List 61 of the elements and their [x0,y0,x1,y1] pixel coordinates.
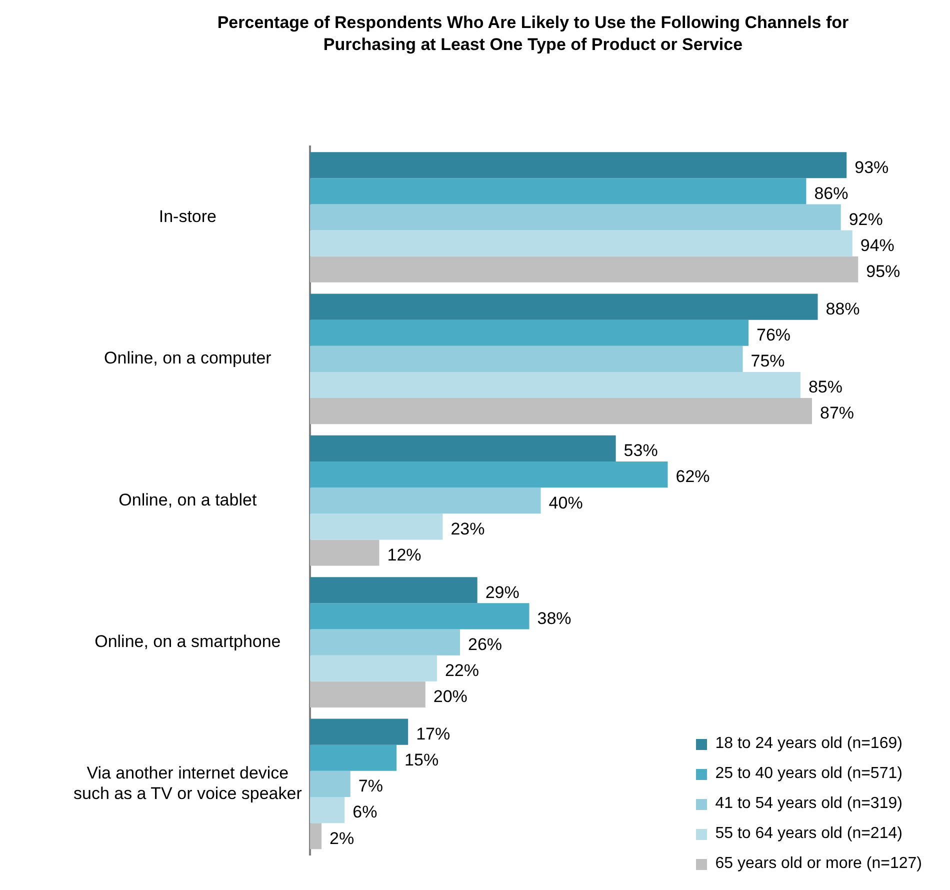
bar [310,152,847,178]
data-label: 38% [537,608,572,628]
bar [310,256,858,282]
bar [310,514,443,540]
y-tick-label: Via another internet device such as a TV or voice speaker [73,763,302,803]
y-tick-label: Online, on a computer [104,348,272,368]
bar [310,372,800,398]
y-tick-label: Online, on a smartphone [94,632,281,651]
legend-label: 18 to 24 years old (n=169) [715,735,902,753]
chart-title: Percentage of Respondents Who Are Likely to Use the Following Channels for Purchasing at Least One Type of Product or Service [216,12,850,56]
bar [310,398,812,424]
data-label: 22% [444,661,479,680]
y-tick-label: Online, on a tablet [118,490,257,510]
data-label: 94% [860,236,894,255]
bar [310,320,749,346]
data-label: 75% [750,352,785,371]
legend-label: 65 years old or more (n=127) [715,855,922,873]
data-label: 29% [485,582,520,602]
data-label: 12% [387,545,422,564]
bar [310,770,350,797]
bar [310,461,668,488]
data-label: 53% [624,441,658,460]
bar [310,655,437,682]
data-label: 7% [358,776,383,796]
data-label: 95% [866,262,900,282]
bar [310,603,530,630]
bar [310,629,460,656]
bar [310,796,345,824]
bar [310,488,541,514]
legend-label: 25 to 40 years old (n=571) [715,765,902,783]
data-label: 88% [826,299,860,318]
data-label: 92% [848,210,883,229]
bar [310,435,616,462]
data-label: 93% [854,158,889,177]
bar [310,823,322,850]
bar [310,681,426,708]
bar [310,204,841,230]
data-label: 15% [404,750,439,770]
bar [310,577,478,604]
data-label: 26% [468,634,502,654]
data-label: 2% [330,828,354,848]
bar [310,744,397,771]
bar [310,540,380,566]
data-label: 85% [808,378,842,397]
data-label: 76% [756,326,791,345]
bar [310,294,818,320]
data-label: 20% [433,687,468,706]
bar [310,178,806,204]
data-label: 40% [548,493,583,512]
data-label: 23% [450,519,485,538]
y-tick-label: In-store [158,206,216,226]
legend-label: 55 to 64 years old (n=214) [715,825,902,843]
legend-label: 41 to 54 years old (n=319) [715,795,902,813]
data-label: 62% [676,467,710,486]
bar [310,230,852,256]
data-label: 17% [416,724,450,744]
data-label: 86% [814,184,848,203]
bar [310,718,408,745]
bar [310,346,743,372]
data-label: 6% [352,802,378,822]
data-label: 87% [820,404,854,423]
